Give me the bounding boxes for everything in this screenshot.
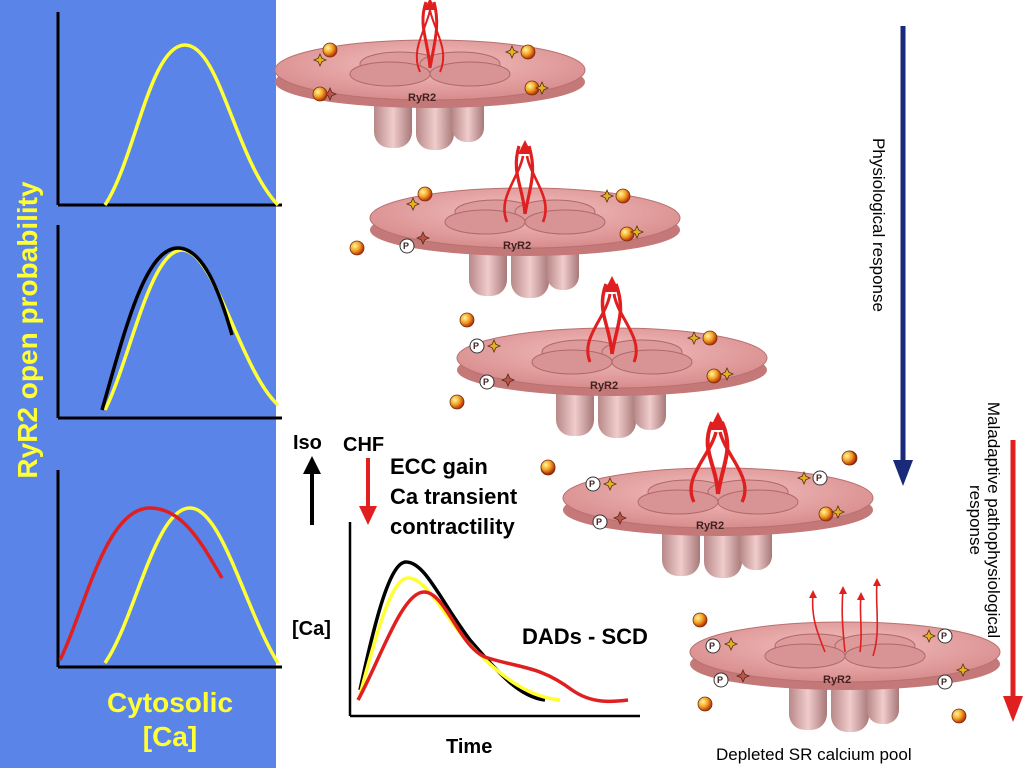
iso-label: Iso — [293, 432, 322, 454]
ca-axis-label: [Ca] — [292, 618, 331, 640]
effect-contractility: contractility — [390, 514, 515, 539]
iso-curve — [100, 246, 234, 411]
receptor-label: RyR2 — [823, 674, 852, 686]
normal-curve — [103, 248, 280, 411]
probability-plot-top — [56, 12, 282, 207]
chf-arrow — [359, 458, 377, 525]
ca-transient-plot — [348, 522, 640, 718]
normal-curve — [103, 43, 280, 207]
x-axis-label: Cytosolic [Ca] — [80, 686, 260, 754]
maladaptive-arrow — [1003, 440, 1023, 722]
receptor-1 — [274, 0, 586, 151]
receptor-label: RyR2 — [408, 92, 437, 104]
chf-label: CHF — [343, 434, 385, 456]
x-axis-label-line2: [Ca] — [142, 721, 198, 752]
x-axis-label-line1: Cytosolic — [106, 687, 234, 718]
receptor-2 — [349, 140, 681, 299]
chf-curve — [58, 506, 224, 661]
normal-curve — [103, 506, 280, 665]
probability-plot-middle — [56, 225, 282, 420]
physiological-arrow — [893, 26, 913, 486]
maladaptive-label-line2: response — [966, 485, 985, 555]
iso-arrow — [303, 456, 321, 525]
phospho-label: P — [709, 641, 716, 651]
maladaptive-label-line1: Maladaptive pathophysiological — [984, 401, 1003, 639]
phospho-label: P — [717, 675, 724, 685]
receptor-5 — [689, 578, 1001, 733]
iso-transient — [358, 560, 546, 702]
phospho-label: P — [596, 517, 603, 527]
probability-plot-bottom — [56, 470, 282, 669]
receptor-label: RyR2 — [590, 380, 619, 392]
effect-ecc-gain: ECC gain — [390, 454, 488, 479]
time-axis-label: Time — [446, 736, 493, 758]
receptor-label: RyR2 — [696, 520, 725, 532]
bottom-caption: Depleted SR calcium pool — [716, 745, 912, 764]
phospho-label: P — [941, 677, 948, 687]
phospho-label: P — [403, 241, 410, 251]
dads-label: DADs - SCD — [522, 624, 648, 649]
phospho-label: P — [589, 479, 596, 489]
phospho-label: P — [816, 473, 823, 483]
effect-ca-transient: Ca transient — [390, 484, 518, 509]
phospho-label: P — [473, 341, 480, 351]
chf-transient — [356, 590, 629, 704]
phospho-label: P — [941, 631, 948, 641]
receptor-3 — [449, 276, 768, 439]
phospho-label: P — [483, 377, 490, 387]
receptor-label: RyR2 — [503, 240, 532, 252]
receptor-4 — [540, 412, 874, 579]
